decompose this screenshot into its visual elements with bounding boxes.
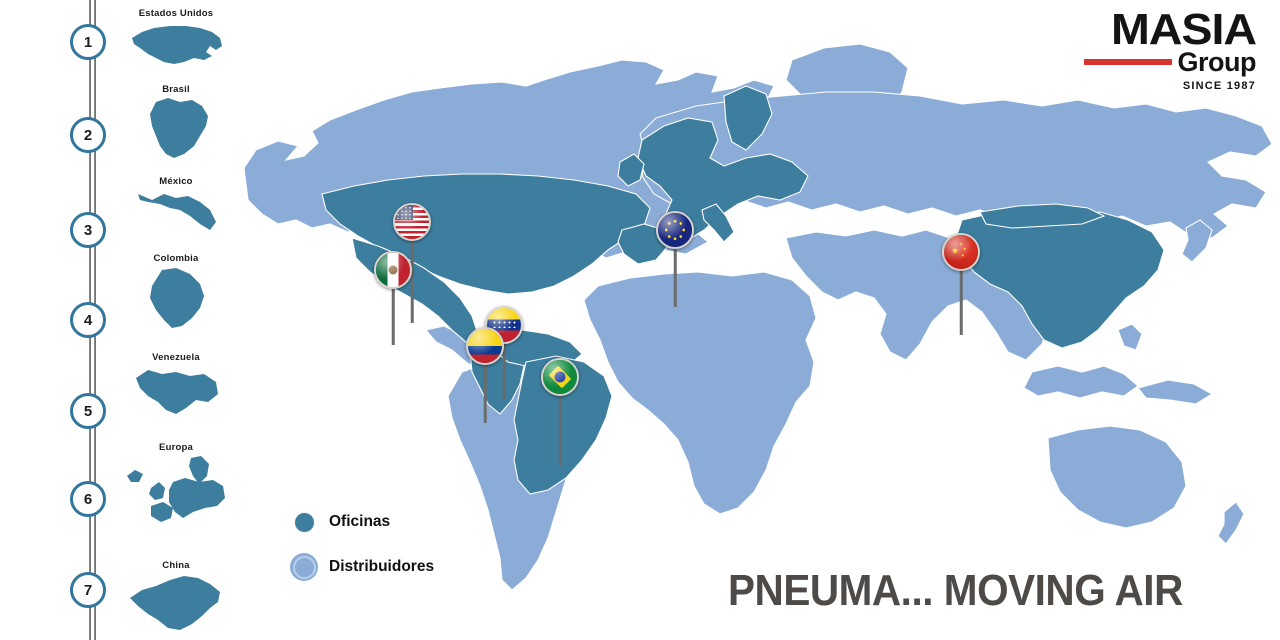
region-europe — [637, 117, 809, 241]
legend-dot-dark-icon — [290, 508, 318, 536]
country-timeline: 1 Estados Unidos 2 Brasil 3 México 4 Col… — [0, 0, 225, 640]
region-italy — [701, 203, 735, 243]
timeline-label-colombia: Colombia — [153, 253, 199, 264]
timeline-label-venezuela: Venezuela — [152, 352, 200, 363]
logo-since-text: SINCE 1987 — [1182, 80, 1256, 93]
region-usa — [321, 173, 651, 295]
region-uk — [617, 153, 645, 187]
region-brazil — [513, 355, 613, 495]
map-pin-venezuela[interactable] — [485, 306, 523, 400]
timeline-badge-number: 7 — [83, 581, 93, 599]
timeline-badge-5[interactable]: 5 — [70, 393, 106, 429]
region-new-zealand — [1217, 501, 1245, 545]
timeline-label-europa: Europa — [159, 442, 193, 453]
timeline-badge-number: 3 — [83, 221, 93, 239]
timeline-shape-brazil — [96, 96, 256, 162]
timeline-shape-china — [96, 572, 256, 634]
flag-cn-icon — [942, 233, 980, 271]
timeline-badge-number: 4 — [83, 311, 93, 329]
legend-item-oficinas[interactable]: Oficinas — [290, 508, 434, 536]
timeline-shape-mexico — [96, 188, 256, 244]
map-legend: Oficinas Distribuidores — [290, 508, 434, 598]
legend-dot-light-icon — [290, 553, 318, 581]
pin-stick — [558, 392, 562, 466]
region-australia — [1047, 425, 1187, 529]
timeline-badge-number: 2 — [83, 126, 93, 144]
region-africa — [583, 271, 817, 515]
timeline-badge-number: 5 — [83, 402, 93, 420]
pin-stick — [483, 361, 487, 423]
flag-co-icon — [466, 327, 504, 365]
legend-label-oficinas: Oficinas — [329, 513, 391, 530]
world-map[interactable]: .lt{fill:#8aacd6;stroke:#ffffff;stroke-w… — [226, 0, 1280, 640]
timeline-label-china: China — [162, 560, 190, 571]
flag-us-icon — [393, 203, 431, 241]
region-russia — [639, 91, 1273, 239]
flag-eu-icon — [656, 211, 694, 249]
map-pin-china[interactable] — [942, 233, 980, 335]
region-southeast-asia — [1023, 365, 1139, 399]
map-pin-mexico[interactable] — [374, 251, 412, 345]
legend-item-distribuidores[interactable]: Distribuidores — [290, 553, 434, 581]
region-new-guinea — [1137, 379, 1214, 405]
region-mongolia-border — [979, 203, 1106, 229]
timeline-shape-colombia — [96, 266, 256, 334]
tagline-text: PNEUMA... MOVING AIR — [728, 566, 1183, 615]
timeline-label-mexico: México — [159, 176, 193, 187]
timeline-label-estados-unidos: Estados Unidos — [138, 8, 214, 19]
timeline-badge-number: 1 — [83, 33, 93, 51]
timeline-badge-6[interactable]: 6 — [70, 481, 106, 517]
timeline-shape-europe — [96, 454, 256, 528]
legend-label-distribuidores: Distribuidores — [329, 558, 435, 575]
flag-br-icon — [541, 358, 579, 396]
masia-group-logo[interactable]: MASIA Group SINCE 1987 — [1056, 7, 1257, 93]
map-pin-europa[interactable] — [656, 211, 694, 307]
timeline-badge-4[interactable]: 4 — [70, 302, 106, 338]
map-pin-estados-unidos[interactable] — [393, 203, 431, 323]
logo-subword: Group — [1177, 47, 1257, 78]
map-pin-colombia[interactable] — [466, 327, 504, 423]
region-spain — [617, 223, 669, 265]
pin-stick — [391, 285, 395, 345]
timeline-badge-3[interactable]: 3 — [70, 212, 106, 248]
flag-mx-icon — [374, 251, 412, 289]
pin-stick — [959, 267, 963, 335]
timeline-label-brasil: Brasil — [162, 84, 190, 95]
logo-red-bar — [1083, 58, 1172, 65]
pin-stick — [502, 340, 506, 400]
pin-stick — [410, 237, 414, 323]
logo-wordmark: MASIA — [1111, 5, 1257, 54]
timeline-shape-venezuela — [96, 364, 256, 422]
region-japan — [1181, 219, 1213, 263]
pin-stick — [673, 245, 677, 307]
timeline-badge-1[interactable]: 1 — [70, 24, 106, 60]
region-philippines — [1117, 323, 1143, 351]
region-scandinavia — [723, 85, 773, 151]
flag-ve-icon — [485, 306, 523, 344]
timeline-badge-number: 6 — [83, 490, 93, 508]
timeline-badge-2[interactable]: 2 — [70, 117, 106, 153]
timeline-shape-usa — [96, 20, 256, 74]
timeline-badge-7[interactable]: 7 — [70, 572, 106, 608]
map-pin-brasil[interactable] — [541, 358, 579, 466]
